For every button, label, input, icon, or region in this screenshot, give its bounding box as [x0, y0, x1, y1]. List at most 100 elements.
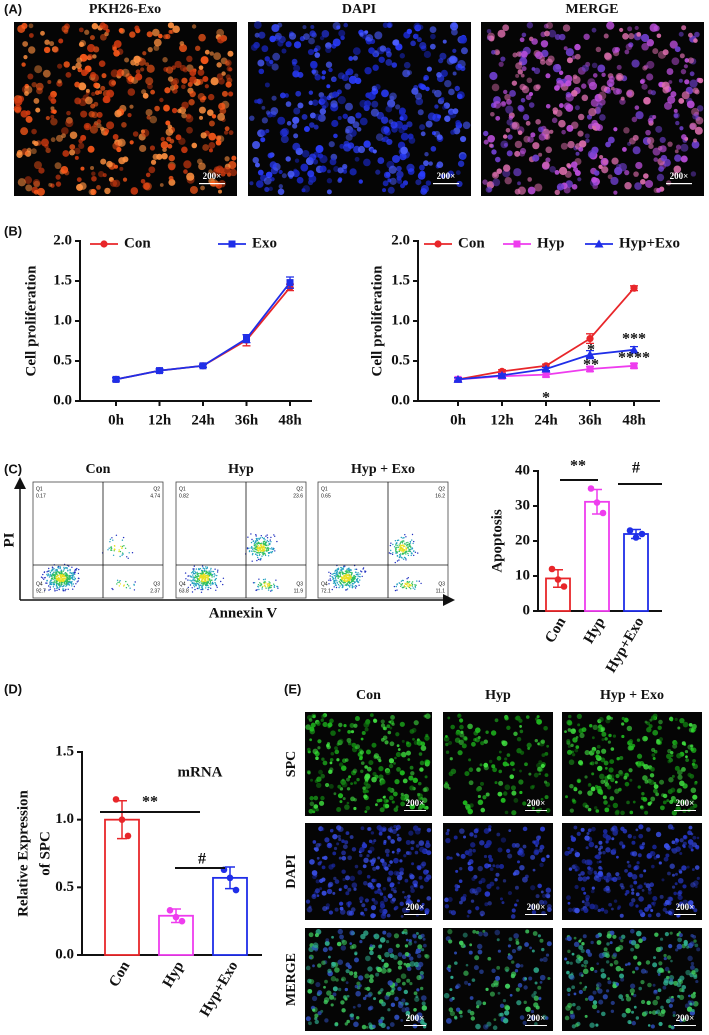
cell: [634, 105, 640, 110]
legend-label: Con: [124, 235, 151, 251]
cell: [678, 933, 683, 938]
cell: [521, 66, 527, 72]
cell: [567, 744, 572, 748]
cell: [423, 160, 429, 167]
cell: [373, 878, 377, 883]
cell: [314, 1019, 319, 1025]
cell: [35, 107, 41, 113]
cell: [508, 829, 512, 833]
cell: [483, 854, 488, 859]
cell: [606, 715, 611, 720]
event: [338, 580, 340, 583]
cell: [316, 856, 320, 860]
cell: [650, 767, 655, 772]
cell: [61, 133, 66, 139]
event: [328, 583, 330, 585]
event: [65, 567, 67, 569]
cell: [527, 803, 531, 807]
cell: [412, 777, 419, 784]
panel-label: (D): [4, 681, 22, 696]
cell: [294, 158, 300, 163]
cell: [341, 939, 348, 946]
cell: [426, 896, 432, 901]
event: [200, 574, 203, 577]
cell: [578, 760, 584, 766]
event: [329, 578, 331, 580]
cell: [367, 966, 373, 972]
cell: [684, 79, 690, 85]
cell: [694, 89, 700, 95]
event: [407, 550, 410, 552]
cell: [501, 101, 506, 106]
micrograph: [248, 22, 471, 196]
event: [251, 554, 254, 556]
cell: [644, 720, 648, 724]
cell: [482, 179, 488, 185]
cell: [681, 1017, 687, 1022]
event: [191, 581, 193, 584]
cell: [81, 69, 88, 77]
cell: [493, 49, 500, 56]
cell: [540, 797, 544, 801]
cell: [327, 843, 332, 847]
cell: [312, 942, 319, 949]
cell: [61, 127, 69, 135]
cell: [538, 848, 543, 853]
cell: [368, 47, 375, 54]
event: [264, 539, 266, 541]
cell: [83, 122, 92, 131]
event: [268, 587, 270, 589]
cell: [309, 738, 313, 742]
cell: [362, 864, 367, 869]
cell: [629, 929, 635, 934]
cell: [50, 114, 55, 119]
cell: [545, 73, 551, 79]
cell: [324, 1018, 329, 1023]
cell: [359, 32, 364, 37]
cell: [651, 1010, 657, 1016]
cell: [531, 910, 537, 915]
event: [260, 542, 262, 545]
cell: [359, 940, 363, 944]
event: [62, 576, 65, 578]
cell: [504, 757, 508, 761]
quadrant-value: 72.1: [321, 588, 331, 594]
cell: [631, 59, 640, 68]
event: [211, 579, 213, 581]
cell: [545, 103, 551, 109]
event: [197, 579, 199, 581]
event: [347, 568, 349, 570]
event: [110, 548, 112, 550]
cell: [465, 805, 471, 811]
scale-label: 200×: [437, 171, 456, 181]
cell: [690, 171, 697, 177]
cell: [627, 962, 631, 966]
cell: [675, 838, 678, 841]
cell: [495, 872, 500, 877]
cell: [680, 68, 687, 75]
event: [251, 550, 253, 552]
event: [215, 585, 218, 587]
cell: [89, 35, 95, 41]
event: [203, 574, 205, 576]
cell: [419, 83, 426, 90]
cell: [26, 147, 32, 153]
cell: [537, 742, 541, 746]
panel-label: (B): [4, 223, 22, 238]
cell: [488, 825, 492, 829]
cell: [386, 913, 391, 918]
cell: [530, 1009, 535, 1014]
cell: [673, 798, 678, 804]
cell: [620, 810, 625, 816]
cell: [601, 748, 607, 754]
cell: [576, 713, 582, 719]
cell: [457, 713, 462, 718]
cell: [257, 59, 265, 67]
cell: [374, 31, 383, 40]
cell: [651, 753, 656, 757]
cell: [306, 906, 313, 913]
event: [406, 545, 408, 547]
cell: [509, 774, 515, 779]
cell: [406, 1016, 411, 1020]
cell: [666, 753, 672, 759]
